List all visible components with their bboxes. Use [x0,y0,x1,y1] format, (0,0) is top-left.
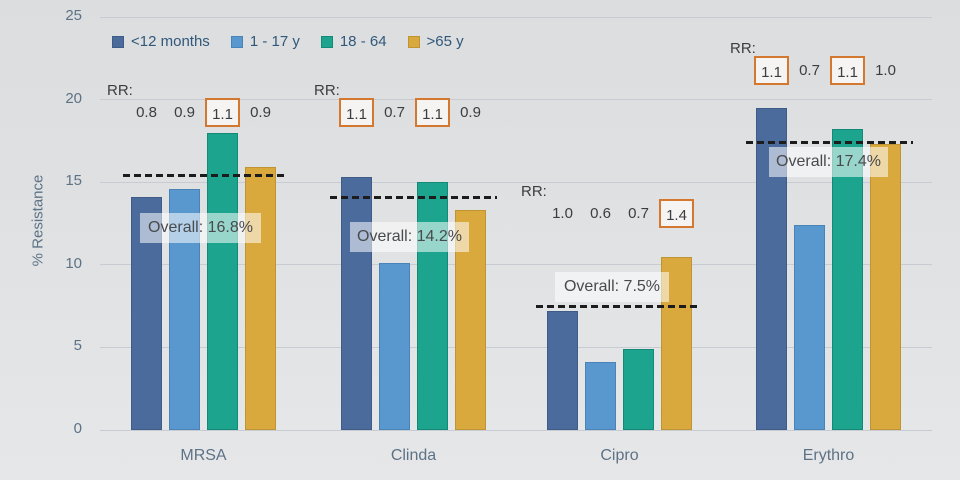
bar-erythro-1-17-y [794,225,825,430]
legend-label: >65 y [426,33,464,50]
y-tick-20: 20 [65,89,82,107]
rr-label-cipro: RR: [521,183,547,200]
overall-dashed-line-cipro [536,305,699,309]
rr-value-mrsa-4: 0.9 [250,104,271,121]
overall-dashed-line-clinda [330,196,497,200]
overall-label-erythro: Overall: 17.4% [769,147,888,177]
gridline-20 [100,99,932,101]
y-axis-title: % Resistance [29,174,47,267]
rr-value-cipro-2: 0.6 [590,205,611,222]
category-label-clinda: Clinda [390,447,437,464]
bar-cipro-18-64 [623,349,654,430]
rr-label-clinda: RR: [314,82,340,99]
legend-item-65-y: >65 y [407,33,464,50]
bar-mrsa-18-64 [207,132,238,430]
legend-label: <12 months [131,33,210,50]
rr-value-erythro-2: 0.7 [799,62,820,79]
legend-swatch-18-64 [320,35,333,48]
bar-erythro-65-y [870,144,901,430]
category-label-cipro: Cipro [600,447,639,464]
legend-swatch-1-17-y [230,35,243,48]
legend-item-12-months: <12 months [112,33,210,50]
y-tick-0: 0 [73,420,82,437]
gridline-0 [100,429,932,431]
rr-value-cipro-1: 1.0 [552,205,573,222]
gridline-25 [100,16,932,18]
rr-value-erythro-4: 1.0 [875,62,896,79]
legend-label: 18 - 64 [339,33,387,50]
y-tick-5: 5 [73,337,82,355]
gridline-15 [100,181,932,183]
bar-cipro-12-months [547,311,578,430]
y-tick-25: 25 [65,7,82,24]
legend-swatch-65-y [407,35,420,48]
overall-label-clinda: Overall: 14.2% [350,222,469,252]
bar-clinda-1-17-y [379,263,410,430]
rr-value-mrsa-2: 0.9 [174,104,195,121]
category-label-erythro: Erythro [802,447,855,464]
legend-label: 1 - 17 y [249,33,300,50]
overall-label-mrsa: Overall: 16.8% [140,213,261,243]
legend-item-18-64: 18 - 64 [320,33,387,50]
rr-label-erythro: RR: [730,40,756,57]
rr-value-cipro-4: 1.4 [659,199,694,228]
bar-mrsa-65-y [245,167,276,430]
rr-value-clinda-4: 0.9 [460,104,481,121]
category-label-mrsa: MRSA [180,447,227,464]
overall-dashed-line-erythro [746,141,913,145]
bar-cipro-1-17-y [585,362,616,430]
legend-item-1-17-y: 1 - 17 y [230,33,300,50]
overall-label-cipro: Overall: 7.5% [555,272,669,302]
rr-value-erythro-1: 1.1 [754,56,789,85]
y-tick-15: 15 [65,172,82,190]
bar-clinda-12-months [341,177,372,430]
legend-swatch-12-months [112,35,124,48]
gridline-5 [100,346,932,348]
bar-clinda-65-y [455,210,486,430]
rr-value-clinda-2: 0.7 [384,104,405,121]
rr-value-mrsa-3: 1.1 [205,98,240,127]
y-tick-10: 10 [65,254,82,272]
rr-value-mrsa-1: 0.8 [136,104,157,121]
rr-value-clinda-1: 1.1 [339,98,374,127]
chart-legend: <12 months 1 - 17 y 18 - 64 >65 y [112,33,464,50]
rr-value-clinda-3: 1.1 [415,98,450,127]
rr-value-cipro-3: 0.7 [628,205,649,222]
rr-value-erythro-3: 1.1 [830,56,865,85]
bar-clinda-18-64 [417,182,448,430]
bar-erythro-18-64 [832,129,863,430]
overall-dashed-line-mrsa [123,174,284,178]
rr-label-mrsa: RR: [107,82,133,99]
gridline-10 [100,264,932,266]
